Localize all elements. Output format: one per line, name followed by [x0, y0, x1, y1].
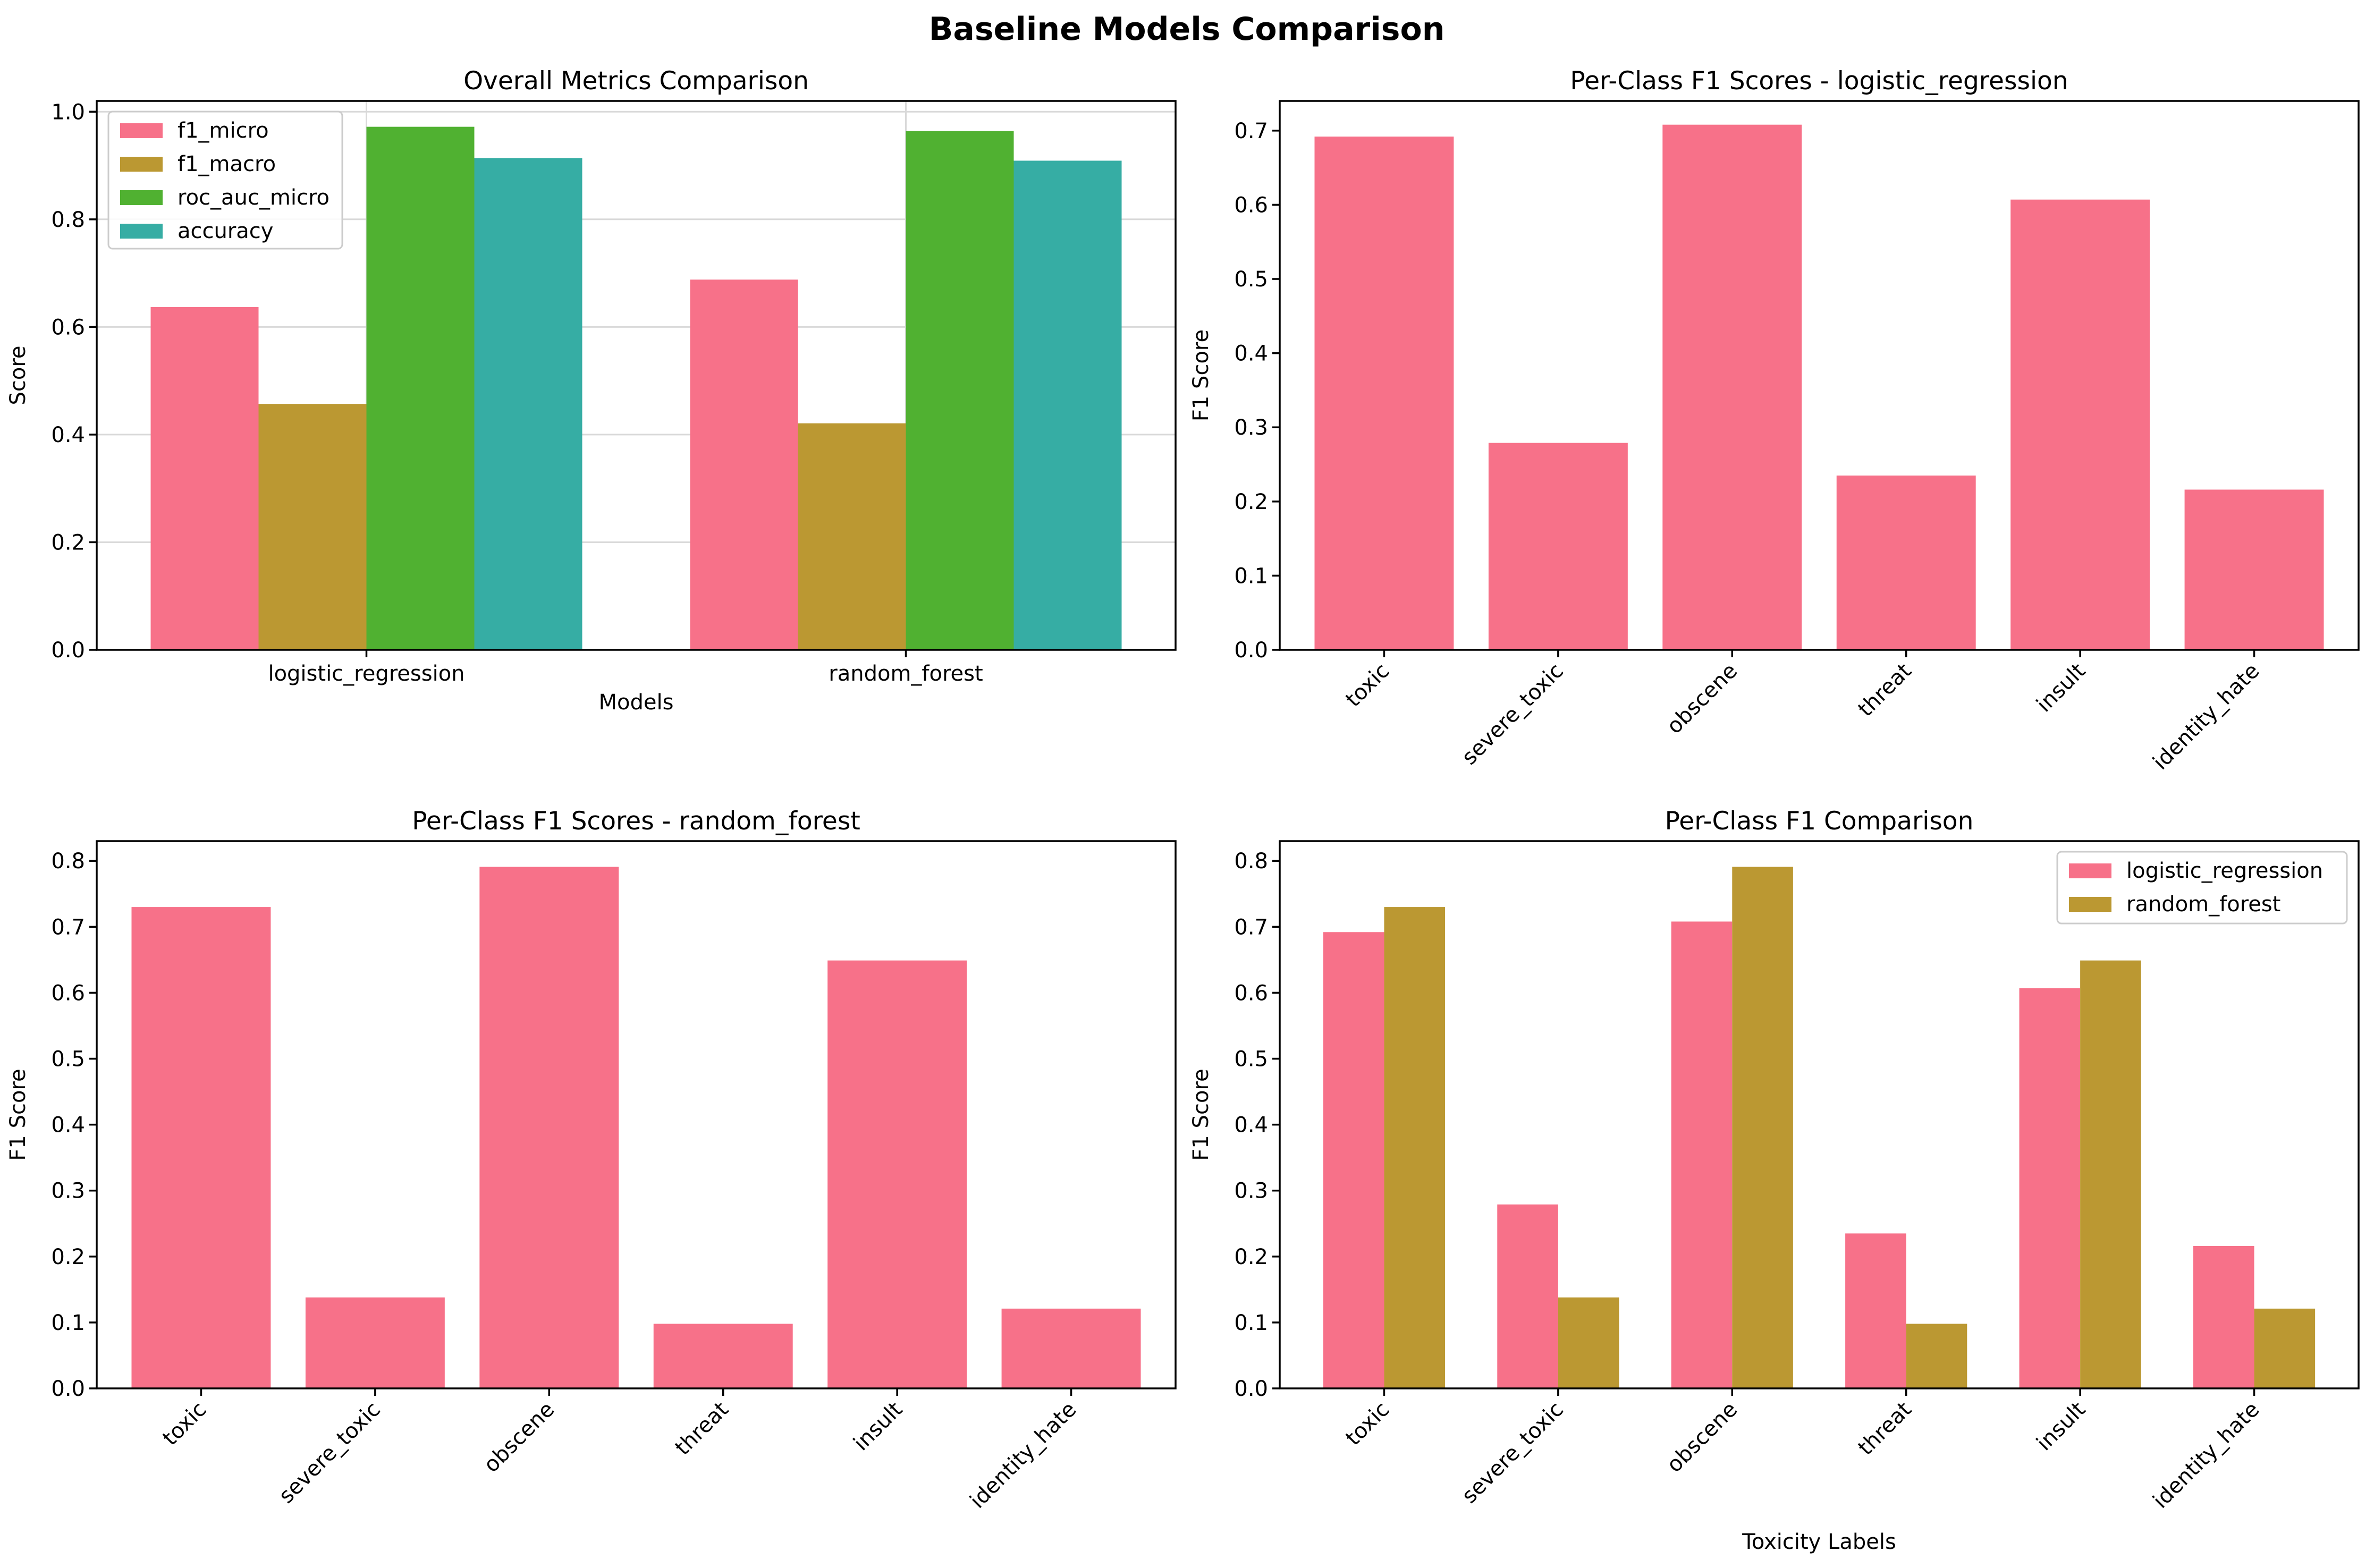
chart-title: Per-Class F1 Comparison — [1665, 807, 1974, 836]
x-axis-label: Models — [599, 690, 674, 715]
legend-swatch — [120, 123, 163, 138]
legend-label: logistic_regression — [2126, 859, 2323, 883]
figure-title: Baseline Models Comparison — [929, 11, 1445, 48]
bar-identity_hate — [1001, 1308, 1141, 1388]
y-tick-label: 0.6 — [51, 981, 85, 1005]
y-tick-label: 0.8 — [51, 849, 85, 874]
bar-insult-random_forest — [2080, 960, 2141, 1388]
bar-toxic — [1314, 137, 1454, 650]
axes-frame — [1279, 840, 2360, 1389]
x-tick-label: logistic_regression — [268, 662, 464, 686]
chart-title: Per-Class F1 Scores - random_forest — [412, 807, 860, 836]
bar-threat — [1836, 475, 1976, 650]
legend-swatch — [120, 224, 163, 239]
legend-label: accuracy — [178, 219, 273, 243]
y-tick-label: 0.0 — [51, 1377, 85, 1401]
bar-severe_toxic — [1488, 443, 1628, 650]
bar-obscene-logistic_regression — [1671, 921, 1733, 1388]
y-tick-label: 0.3 — [1234, 1179, 1268, 1203]
y-tick-label: 1.0 — [51, 100, 85, 124]
bar-logistic_regression-f1_micro — [150, 307, 259, 650]
bar-obscene — [479, 867, 619, 1388]
y-tick-label: 0.4 — [1234, 342, 1268, 366]
y-axis-label: F1 Score — [1189, 1069, 1213, 1160]
legend: f1_micro f1_macro roc_auc_micro accuracy — [107, 111, 343, 250]
y-tick-label: 0.0 — [51, 638, 85, 663]
y-tick-label: 0.3 — [51, 1179, 85, 1203]
y-tick-label: 0.7 — [51, 915, 85, 939]
y-tick-label: 0.5 — [1234, 1047, 1268, 1072]
y-tick-label: 0.2 — [51, 530, 85, 555]
bar-severe_toxic-random_forest — [1558, 1297, 1619, 1388]
legend-label: roc_auc_micro — [178, 185, 330, 210]
bar-threat-logistic_regression — [1845, 1233, 1906, 1388]
y-axis-label: F1 Score — [1189, 329, 1213, 421]
y-tick-label: 0.4 — [51, 423, 85, 447]
bar-toxic — [131, 907, 271, 1388]
bar-logistic_regression-accuracy — [474, 158, 582, 650]
legend-frame — [107, 111, 343, 250]
overall-metrics-chart: 0.0 0.2 0.4 0.6 0.8 1.0 logistic_regression ran… — [6, 66, 1177, 715]
y-axis-label: Score — [6, 345, 30, 405]
bar-severe_toxic — [305, 1297, 445, 1388]
y-tick-label: 0.8 — [1234, 849, 1268, 874]
bar-obscene — [1662, 124, 1802, 650]
chart-title: Overall Metrics Comparison — [463, 66, 809, 96]
bar-random_forest-roc_auc_micro — [906, 131, 1014, 650]
bar-identity_hate-logistic_regression — [2193, 1245, 2254, 1388]
y-tick-label: 0.4 — [51, 1113, 85, 1138]
y-tick-label: 0.8 — [51, 208, 85, 232]
bar-random_forest-f1_micro — [690, 279, 798, 650]
y-tick-label: 0.3 — [1234, 416, 1268, 440]
legend-label: f1_micro — [178, 118, 269, 143]
x-axis-label: Toxicity Labels — [1742, 1530, 1896, 1554]
y-tick-label: 0.4 — [1234, 1113, 1268, 1138]
y-axis-label: F1 Score — [6, 1069, 30, 1160]
y-tick-label: 0.6 — [51, 315, 85, 340]
bar-identity_hate — [2184, 489, 2324, 650]
y-tick-label: 0.0 — [1234, 638, 1268, 663]
y-tick-label: 0.2 — [51, 1245, 85, 1269]
y-tick-label: 0.1 — [51, 1311, 85, 1335]
bar-identity_hate-random_forest — [2254, 1308, 2316, 1388]
legend: logistic_regression random_forest — [2056, 851, 2348, 925]
y-tick-label: 0.2 — [1234, 1245, 1268, 1269]
y-tick-label: 0.2 — [1234, 490, 1268, 514]
y-tick-label: 0.6 — [1234, 193, 1268, 217]
bar-threat — [653, 1324, 793, 1388]
legend-swatch — [120, 157, 163, 172]
bar-random_forest-f1_macro — [798, 423, 906, 650]
axes-frame — [96, 840, 1177, 1389]
bar-insult-logistic_regression — [2019, 988, 2081, 1388]
bar-obscene-random_forest — [1732, 867, 1793, 1388]
bar-threat-random_forest — [1906, 1324, 1967, 1388]
bar-random_forest-accuracy — [1013, 160, 1122, 650]
bar-severe_toxic-logistic_regression — [1497, 1204, 1558, 1388]
bar-toxic-random_forest — [1384, 907, 1446, 1388]
legend-label: random_forest — [2126, 892, 2280, 917]
bar-toxic-logistic_regression — [1323, 932, 1384, 1388]
y-tick-label: 0.5 — [1234, 267, 1268, 292]
legend-swatch — [2069, 897, 2111, 912]
bar-logistic_regression-f1_macro — [258, 404, 367, 650]
y-tick-label: 0.6 — [1234, 981, 1268, 1005]
y-tick-label: 0.7 — [1234, 119, 1268, 143]
chart-title: Per-Class F1 Scores - logistic_regressio… — [1570, 66, 2068, 96]
axes-frame — [1279, 100, 2360, 651]
y-tick-label: 0.1 — [1234, 1311, 1268, 1335]
legend-label: f1_macro — [178, 152, 276, 176]
y-tick-label: 0.5 — [51, 1047, 85, 1072]
legend-swatch — [120, 190, 163, 205]
bar-insult — [2010, 199, 2150, 650]
y-tick-label: 0.1 — [1234, 564, 1268, 588]
y-tick-label: 0.0 — [1234, 1377, 1268, 1401]
y-tick-label: 0.7 — [1234, 915, 1268, 939]
legend-frame — [2056, 851, 2348, 925]
bar-logistic_regression-roc_auc_micro — [366, 126, 475, 650]
x-tick-label: random_forest — [829, 662, 983, 686]
legend-swatch — [2069, 863, 2111, 878]
axes-frame — [96, 100, 1177, 651]
bar-insult — [827, 960, 967, 1388]
